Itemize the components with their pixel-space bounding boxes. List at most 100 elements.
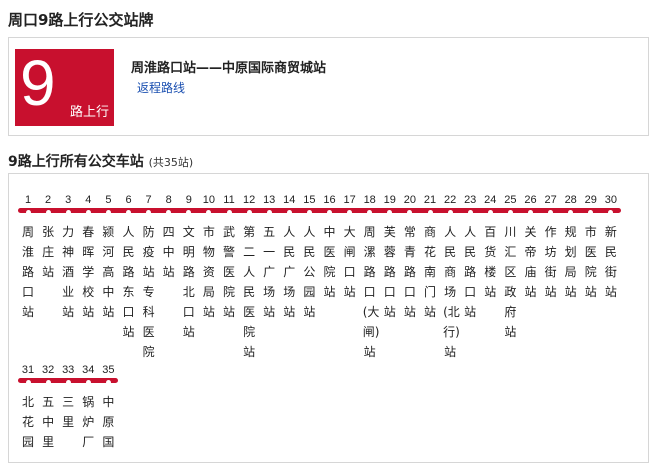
stop-number: 35 (102, 364, 115, 376)
stop-item[interactable]: 6 人民路东口站 (119, 194, 139, 342)
stop-dot-icon (65, 380, 71, 385)
stop-item[interactable]: 11 武警医院站 (219, 194, 239, 322)
stop-dot-icon (367, 210, 373, 215)
stop-number: 13 (263, 194, 276, 206)
stop-item[interactable]: 9 文明路北口站 (179, 194, 199, 342)
stop-number: 23 (464, 194, 477, 206)
stop-number: 17 (343, 194, 356, 206)
stop-dot-icon (206, 210, 212, 215)
stop-number: 34 (82, 364, 95, 376)
stop-item[interactable]: 27 作坊街站 (541, 194, 561, 302)
stop-number: 6 (125, 194, 132, 206)
route-number: 9 (20, 47, 56, 119)
stop-name: 芙蓉路口站 (383, 225, 396, 319)
stop-number: 16 (323, 194, 336, 206)
stop-number: 32 (41, 364, 55, 376)
stop-item[interactable]: 14 人民广场站 (279, 194, 299, 322)
route-badge: 9 路上行 (15, 47, 114, 126)
stop-dot-icon (25, 210, 31, 215)
stop-dot-icon (166, 210, 172, 215)
stop-item[interactable]: 16 中医院站 (320, 194, 340, 302)
route-line-row-1 (18, 208, 621, 213)
stop-dot-icon (347, 210, 353, 215)
stop-name: 第二人民医院站 (243, 225, 256, 359)
stop-item[interactable]: 10 市物资局站 (199, 194, 219, 322)
stop-item[interactable]: 7 防疫站专科医院 (139, 194, 159, 362)
stop-dot-icon (65, 210, 71, 215)
stop-item[interactable]: 3 力神酒业站 (58, 194, 78, 322)
stop-item[interactable]: 20 常青路口站 (400, 194, 420, 322)
stop-item[interactable]: 25 川汇区政府站 (500, 194, 520, 342)
stop-name: 四中站 (162, 225, 175, 279)
stop-number: 25 (504, 194, 517, 206)
stop-item[interactable]: 26 关帝庙站 (521, 194, 541, 302)
stop-item[interactable]: 2 张庄站 (38, 194, 58, 282)
stop-item[interactable]: 15 人民公园站 (299, 194, 319, 322)
stop-item[interactable]: 22 人民商场(北行)站 (440, 194, 460, 362)
stop-name: 大闸口站 (343, 225, 356, 299)
stop-dot-icon (45, 210, 51, 215)
stop-item[interactable]: 24 百货楼站 (480, 194, 500, 302)
stop-name: 北花园 (21, 395, 34, 449)
stop-name: 川汇区政府站 (504, 225, 517, 339)
stop-item[interactable]: 8 四中站 (159, 194, 179, 282)
stop-dot-icon (286, 210, 292, 215)
stop-dot-icon (306, 210, 312, 215)
stop-name: 三里 (62, 395, 75, 429)
stop-number: 24 (484, 194, 497, 206)
stop-number: 7 (145, 194, 152, 206)
stop-number: 8 (165, 194, 172, 206)
stop-dot-icon (105, 210, 111, 215)
stop-name: 规划局站 (564, 225, 577, 299)
stop-name: 人民路东口站 (122, 225, 135, 339)
stop-item[interactable]: 32 五中里 (38, 364, 58, 452)
stop-number: 21 (423, 194, 437, 206)
stop-name: 中医院站 (323, 225, 336, 299)
stop-item[interactable]: 1 周淮路口站 (18, 194, 38, 322)
stop-dot-icon (608, 210, 614, 215)
stop-item[interactable]: 13 五一广场站 (259, 194, 279, 322)
stop-item[interactable]: 31 北花园 (18, 364, 38, 452)
stop-item[interactable]: 12 第二人民医院站 (239, 194, 259, 362)
stop-item[interactable]: 21 商花南门站 (420, 194, 440, 322)
page-title: 周口9路上行公交站牌 (8, 11, 154, 29)
return-route-link[interactable]: 返程路线 (137, 81, 186, 95)
stop-item[interactable]: 23 人民路口站 (460, 194, 480, 322)
stop-name: 周漯路口(大闸)站 (362, 225, 380, 359)
stop-item[interactable]: 18 周漯路口(大闸)站 (360, 194, 380, 362)
stop-number: 2 (45, 194, 52, 206)
stop-number: 5 (105, 194, 112, 206)
stop-item[interactable]: 35 中原国 (98, 364, 118, 452)
stop-name: 张庄站 (42, 225, 55, 279)
stop-name: 五一广场站 (263, 225, 276, 319)
stop-item[interactable]: 29 市医院站 (581, 194, 601, 302)
stop-name: 商花南门站 (423, 225, 436, 319)
stop-number: 20 (403, 194, 417, 206)
stop-item[interactable]: 34 锅炉厂 (78, 364, 98, 452)
stop-dot-icon (25, 380, 31, 385)
stop-number: 4 (85, 194, 92, 206)
stop-dot-icon (186, 210, 192, 215)
stop-dot-icon (568, 210, 574, 215)
stop-number: 22 (443, 194, 457, 206)
stop-item[interactable]: 19 芙蓉路口站 (380, 194, 400, 322)
stop-dot-icon (45, 380, 51, 385)
stops-section-title: 9路上行所有公交车站 (共35站) (8, 151, 193, 171)
stop-item[interactable]: 30 新民街站 (601, 194, 621, 302)
stop-name: 锅炉厂 (82, 395, 95, 449)
stop-number: 19 (383, 194, 396, 206)
stop-item[interactable]: 4 春晖学校站 (78, 194, 98, 322)
stop-item[interactable]: 28 规划局站 (561, 194, 581, 302)
stop-dot-icon (387, 210, 393, 215)
stop-item[interactable]: 33 三里 (58, 364, 78, 432)
stop-dot-icon (226, 210, 232, 215)
stop-name: 人民路口站 (464, 225, 477, 319)
stop-name: 中原国 (102, 395, 115, 449)
stop-dot-icon (528, 210, 533, 215)
stop-item[interactable]: 17 大闸口站 (340, 194, 360, 302)
stops-section-label: 9路上行所有公交车站 (8, 154, 144, 170)
stop-dot-icon (85, 380, 91, 385)
route-direction: 路上行 (69, 105, 109, 120)
stop-number: 33 (62, 364, 75, 376)
stop-item[interactable]: 5 颍河高中站 (98, 194, 118, 322)
